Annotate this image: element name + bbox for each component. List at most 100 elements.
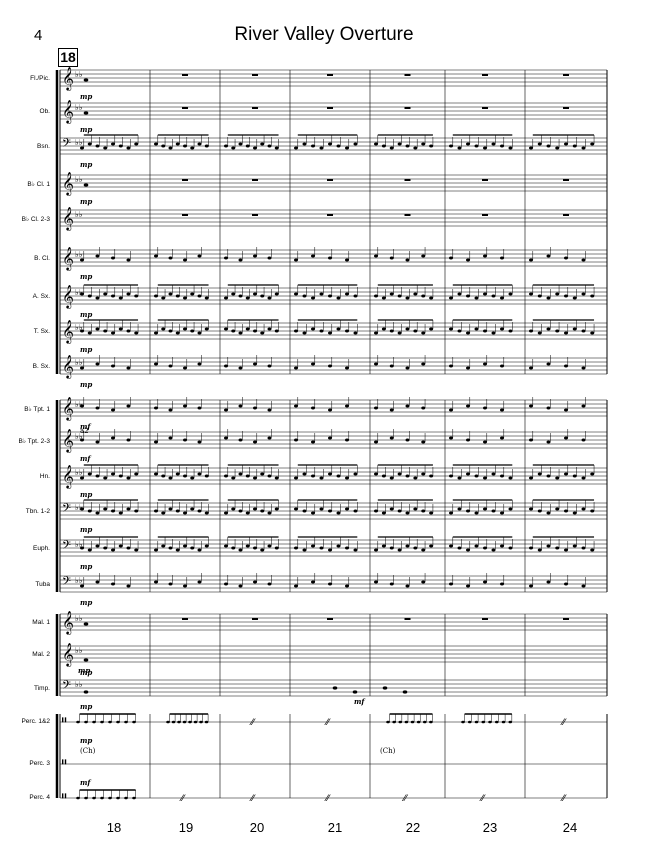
note-head [449,327,453,331]
instrument-label: A. Sx. [32,293,50,300]
note-head [422,720,427,724]
note-head [429,474,434,478]
note-head [92,796,96,800]
note-head [294,438,298,442]
note-head [590,331,595,335]
note-head [80,146,84,150]
note-head [564,582,568,586]
note-head [402,690,408,694]
note-head [80,292,84,296]
note-head [405,474,410,478]
note-head [389,408,394,412]
note-head [95,406,100,410]
instrument-label: Tbn. 1-2 [25,508,50,515]
note-head [546,254,551,258]
note-head [546,362,551,366]
note-head [332,686,338,690]
note-head [100,796,104,800]
note-head [168,146,173,150]
note-head [95,474,100,478]
measure-number: 22 [405,820,421,835]
note-head [238,472,243,476]
note-head [190,507,195,511]
note-head [537,509,542,513]
note-head [345,258,349,262]
note-head [546,511,551,515]
note-head [413,546,418,550]
note-head [546,440,551,444]
note-head [328,548,332,552]
whole-rest [482,74,488,76]
note-head [386,720,390,724]
instrument-label: B♭ Cl. 1 [27,181,50,188]
note-head [302,509,307,513]
note-head [500,327,504,331]
note-head [204,144,209,148]
note-head [546,327,551,331]
measure-number: 19 [178,820,194,835]
note-head [336,474,341,478]
note-head [87,509,92,513]
note-head [253,580,257,584]
note-head [474,144,479,148]
note-head [413,146,418,150]
note-head [353,472,358,476]
instrument-label: Timp. [33,685,50,692]
note-head [581,366,586,370]
note-head [274,146,279,150]
note-head [245,511,250,515]
note-head [429,511,434,515]
key-signature-icon: ♭♭ [75,540,83,549]
note-head [311,406,315,410]
note-head [238,584,243,588]
note-head [274,546,279,550]
note-head [253,254,257,258]
dynamic-marking: mp [80,310,92,319]
note-head [405,258,410,262]
clef-icon: 𝄞 [62,66,74,91]
note-head [546,406,551,410]
whole-rest [563,74,569,76]
note-head [80,507,84,511]
note-head [154,331,158,335]
note-head [466,258,470,262]
key-signature-icon: ♭♭ [75,503,83,512]
note-head [508,329,513,333]
note-head [311,474,315,478]
repeat-slash-icon: ⁄⁄ [560,794,568,804]
note-head [381,544,386,548]
note-head [405,296,410,300]
note-head [429,296,434,300]
whole-rest [327,214,333,216]
dynamic-marking: mp [80,668,92,677]
note-head [494,720,499,724]
note-head [389,256,394,260]
note-head [267,144,272,148]
note-head [581,404,586,408]
note-head [126,584,131,588]
key-signature-icon: ♭♭ [75,70,83,79]
page-number: 4 [34,27,43,44]
note-head [481,720,486,724]
note-head [253,146,257,150]
instrument-label: B♭ Cl. 2-3 [21,216,50,223]
note-head [118,296,123,300]
note-head [483,254,487,258]
note-head [260,472,265,476]
note-head [537,294,542,298]
instrument-label: Tuba [35,581,50,588]
note-head [374,142,378,146]
instrument-label: Hn. [39,473,50,480]
note-head [238,294,243,298]
note-head [529,258,533,262]
note-head [166,720,170,724]
note-head [204,511,209,515]
note-head [231,329,236,333]
instrument-label: Mal. 2 [32,651,50,658]
note-head [274,329,279,333]
note-head [500,296,504,300]
note-head [267,544,272,548]
note-head [294,258,298,262]
note-head [311,254,315,258]
note-head [245,144,250,148]
